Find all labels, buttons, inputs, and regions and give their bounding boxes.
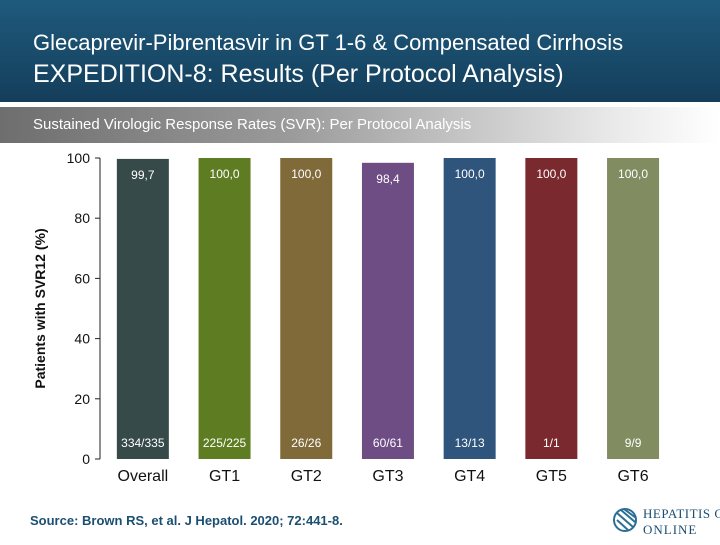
subtitle-bar: Sustained Virologic Response Rates (SVR)… — [0, 107, 720, 143]
x-category-label: GT5 — [536, 468, 567, 485]
bar-value-label: 100,0 — [536, 167, 566, 181]
x-category-label: GT6 — [617, 468, 648, 485]
y-tick-label: 40 — [74, 331, 90, 347]
bar-count-label: 26/26 — [291, 436, 321, 450]
x-category-label: GT4 — [454, 468, 485, 485]
bar-value-label: 99,7 — [131, 168, 155, 182]
bar-value-label: 100,0 — [291, 167, 321, 181]
bar-overall — [116, 158, 169, 459]
x-category-label: Overall — [118, 468, 169, 485]
y-axis-title: Patients with SVR12 (%) — [32, 228, 48, 388]
bar-count-label: 13/13 — [455, 436, 485, 450]
logo-text-line1: HEPATITIS C — [643, 506, 720, 521]
y-tick-label: 80 — [74, 210, 90, 226]
bar-count-label: 9/9 — [625, 436, 642, 450]
x-category-label: GT1 — [209, 468, 240, 485]
bar-gt6 — [607, 158, 660, 459]
bar-gt5 — [525, 158, 578, 459]
header-banner: Glecaprevir-Pibrentasvir in GT 1-6 & Com… — [0, 0, 720, 102]
y-tick-label: 100 — [67, 150, 91, 166]
bar-gt2 — [280, 158, 333, 459]
svr-bar-chart: 0 20 40 60 80 100 Patients with SVR12 (%) 99,7 3… — [32, 150, 660, 485]
bar-count-label: 60/61 — [373, 436, 403, 450]
bar-gt1 — [198, 158, 251, 459]
hepatitis-c-online-logo-icon — [613, 508, 637, 532]
chart-subtitle: Sustained Virologic Response Rates (SVR)… — [33, 116, 472, 133]
hepatitis-c-online-logo: HEPATITIS C ONLINE — [610, 500, 720, 540]
bar-value-label: 100,0 — [618, 167, 648, 181]
source-citation: Source: Brown RS, et al. J Hepatol. 2020… — [30, 513, 343, 528]
bar-count-label: 334/335 — [121, 436, 165, 450]
bar-value-label: 98,4 — [376, 172, 400, 186]
bar-count-label: 1/1 — [543, 436, 560, 450]
x-category-label: GT2 — [291, 468, 322, 485]
bar-gt3 — [361, 162, 414, 460]
title-line-2: EXPEDITION-8: Results (Per Protocol Anal… — [33, 60, 564, 88]
bar-value-label: 100,0 — [210, 167, 240, 181]
y-tick-label: 60 — [74, 270, 90, 286]
y-tick-label: 0 — [82, 451, 90, 467]
x-category-label: GT3 — [372, 468, 403, 485]
title-line-1: Glecaprevir-Pibrentasvir in GT 1-6 & Com… — [33, 30, 624, 55]
logo-text-line2: ONLINE — [643, 522, 698, 537]
bar-count-label: 225/225 — [203, 436, 247, 450]
bar-value-label: 100,0 — [455, 167, 485, 181]
bar-gt4 — [443, 158, 496, 459]
y-tick-label: 20 — [74, 391, 90, 407]
